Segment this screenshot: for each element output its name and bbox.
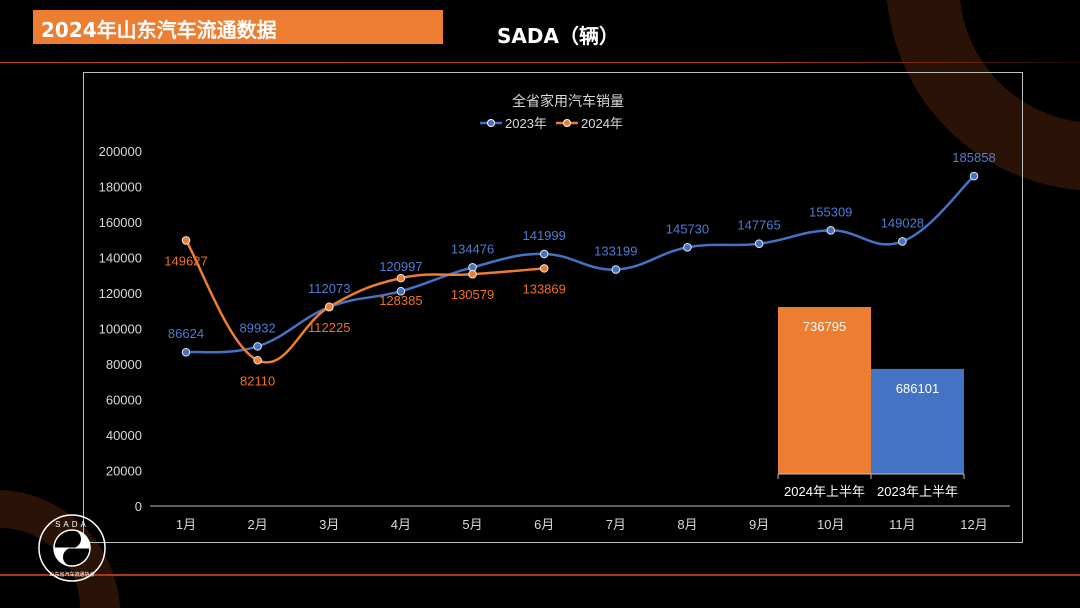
- x-tick-label: 7月: [606, 517, 626, 532]
- data-label: 149028: [881, 215, 924, 230]
- data-label: 128385: [379, 293, 422, 308]
- bottom-divider: [0, 574, 1080, 576]
- legend-label-2024: 2024年: [581, 116, 623, 131]
- x-axis-ticks: 1月 2月 3月 4月 5月 6月 7月 8月 9月 10月 11月 12月: [176, 517, 988, 532]
- x-tick-label: 2月: [248, 517, 268, 532]
- bar-value-label: 686101: [896, 381, 939, 396]
- line-series: 86624 89932 112073 120997 134476 141999 133199…: [164, 150, 995, 388]
- y-axis-ticks: 0 20000 40000 60000 80000 100000 120000 140000 1…: [99, 144, 142, 514]
- bar-chart: 736795 2024年上半年 686101 2023年上半年: [777, 307, 965, 499]
- data-point: [181, 347, 191, 357]
- chart-title: 全省家用汽车销量: [512, 93, 624, 109]
- page-title: 2024年山东汽车流通数据: [41, 18, 277, 42]
- data-label: 155309: [809, 204, 852, 219]
- data-label: 82110: [240, 373, 275, 388]
- unit-subtitle: SADA（辆）: [497, 24, 619, 48]
- data-point: [611, 265, 621, 274]
- y-tick-label: 0: [135, 499, 142, 514]
- data-label: 141999: [522, 228, 565, 243]
- legend-item-2024[interactable]: 2024年: [556, 116, 623, 131]
- data-label: 133869: [522, 281, 565, 296]
- bar-category-label: 2023年上半年: [877, 484, 958, 499]
- data-label: 133199: [594, 244, 637, 259]
- x-tick-label: 1月: [176, 517, 196, 532]
- x-tick-label: 6月: [534, 517, 554, 532]
- y-tick-label: 20000: [106, 464, 142, 479]
- svg-text:山东省汽车流通协会: 山东省汽车流通协会: [49, 571, 94, 578]
- data-label: 149627: [164, 253, 207, 268]
- data-point: [898, 237, 907, 246]
- y-tick-label: 80000: [106, 357, 142, 372]
- y-tick-label: 40000: [106, 428, 142, 443]
- data-label: 130579: [451, 287, 494, 302]
- x-tick-label: 11月: [889, 517, 916, 532]
- bar-value-label: 736795: [803, 319, 846, 334]
- data-point: [754, 239, 764, 249]
- data-label: 134476: [451, 241, 494, 256]
- title-banner: 2024年山东汽车流通数据: [33, 10, 443, 44]
- y-tick-label: 100000: [99, 322, 142, 337]
- legend: 2023年 2024年: [480, 116, 623, 131]
- data-label: 145730: [666, 221, 709, 236]
- data-point: [324, 302, 334, 312]
- data-label: 147765: [737, 218, 780, 233]
- x-tick-label: 8月: [677, 517, 697, 532]
- x-tick-label: 10月: [817, 517, 844, 532]
- data-point: [826, 226, 836, 235]
- data-label: 185858: [952, 150, 995, 165]
- data-point: [181, 236, 191, 245]
- y-tick-label: 60000: [106, 393, 142, 408]
- y-tick-label: 120000: [99, 286, 142, 301]
- series-line-2023: [185, 175, 975, 354]
- data-point: [468, 269, 477, 279]
- bar-category-label: 2024年上半年: [784, 484, 865, 499]
- bar-1: [871, 368, 964, 474]
- data-label: 120997: [379, 259, 422, 274]
- legend-item-2023[interactable]: 2023年: [480, 116, 547, 131]
- y-tick-label: 140000: [99, 251, 142, 266]
- x-tick-label: 3月: [319, 517, 339, 532]
- data-point: [396, 286, 406, 296]
- chart-frame: [83, 72, 1023, 543]
- svg-text:SADA: SADA: [55, 520, 89, 529]
- data-point: [539, 264, 549, 273]
- top-right-arc: [887, 0, 1080, 190]
- x-tick-label: 12月: [960, 517, 987, 532]
- x-tick-label: 5月: [462, 517, 482, 532]
- y-tick-label: 160000: [99, 215, 142, 230]
- data-point: [539, 249, 549, 259]
- data-point: [253, 355, 262, 365]
- data-label: 89932: [240, 320, 276, 335]
- y-tick-label: 180000: [99, 180, 142, 195]
- data-label: 112073: [308, 281, 350, 296]
- y-tick-label: 200000: [99, 144, 142, 159]
- data-point: [969, 171, 979, 181]
- data-label: 112225: [308, 320, 350, 335]
- legend-label-2023: 2023年: [505, 116, 547, 131]
- x-tick-label: 9月: [749, 517, 769, 532]
- data-point: [253, 342, 262, 351]
- data-label: 86624: [168, 326, 204, 341]
- x-tick-label: 4月: [391, 517, 411, 532]
- bar-0: [778, 307, 871, 474]
- data-point: [396, 273, 406, 283]
- top-divider: [0, 62, 1080, 63]
- sada-logo: SADA 山东省汽车流通协会: [38, 514, 106, 582]
- data-point: [683, 243, 692, 252]
